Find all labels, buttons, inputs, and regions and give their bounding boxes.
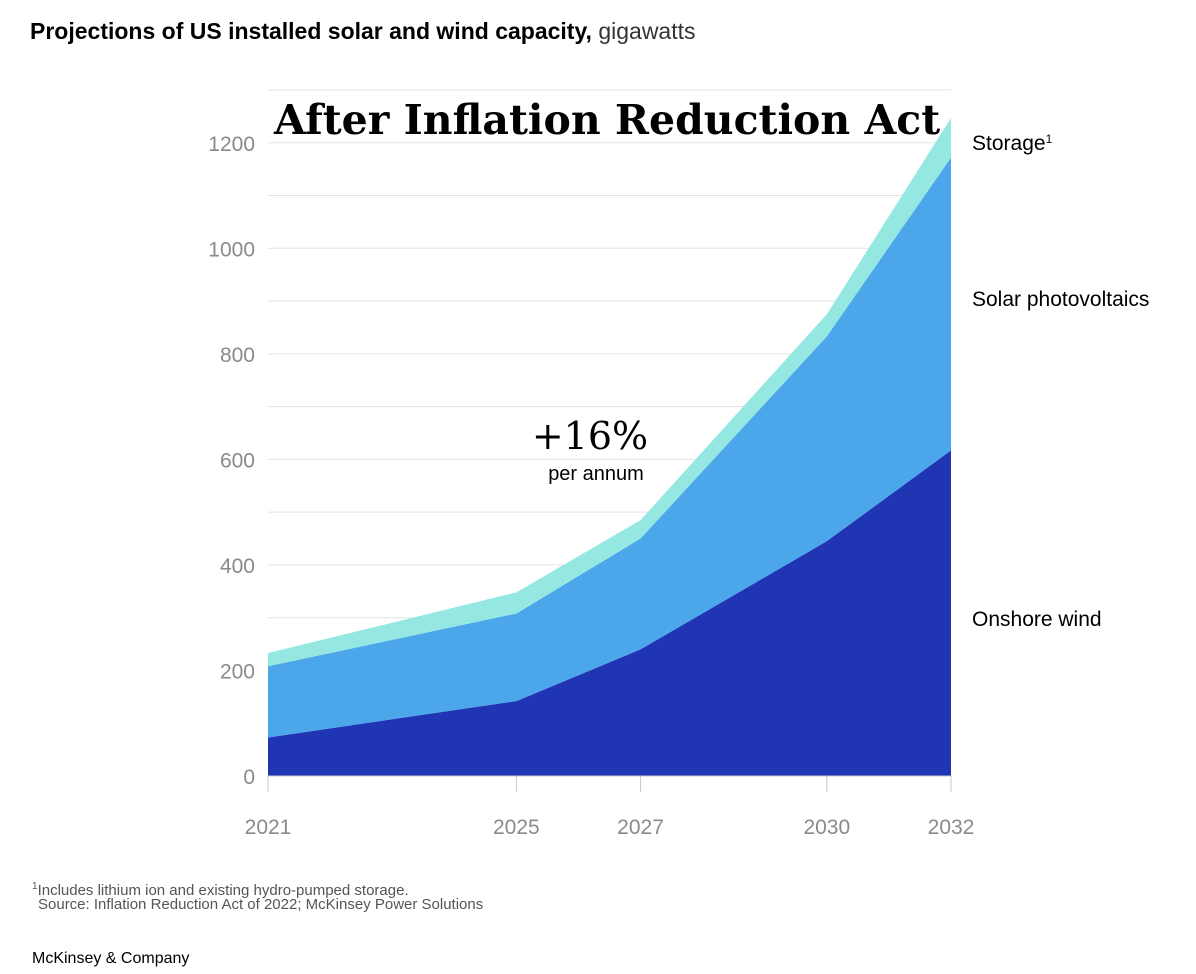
y-tick-label: 400 bbox=[220, 555, 255, 578]
series-label-solar-photovoltaics: Solar photovoltaics bbox=[972, 288, 1149, 311]
series-labels: Onshore wind Solar photovoltaics Storage1 bbox=[972, 132, 1149, 631]
x-tick-label: 2030 bbox=[803, 816, 850, 839]
axes: 0 200 400 600 800 1000 1200 2021 2025 2027 2030 203… bbox=[208, 133, 974, 839]
growth-annotation-label: per annum bbox=[548, 463, 644, 485]
x-tick-label: 2032 bbox=[928, 816, 975, 839]
y-tick-label: 200 bbox=[220, 660, 255, 683]
area-storage bbox=[268, 117, 951, 667]
area-solar-photovoltaics bbox=[268, 157, 951, 738]
footnote-marker: 1 bbox=[32, 881, 38, 892]
chart-title-header: Projections of US installed solar and wi… bbox=[30, 18, 696, 45]
y-tick-label: 1000 bbox=[208, 238, 255, 261]
growth-annotation-value: +16% bbox=[532, 414, 648, 458]
footnote: 1Includes lithium ion and existing hydro… bbox=[32, 877, 409, 900]
x-tick-label: 2027 bbox=[617, 816, 664, 839]
area-onshore-wind bbox=[268, 450, 951, 776]
x-tick-label: 2025 bbox=[493, 816, 540, 839]
series-label-onshore-wind: Onshore wind bbox=[972, 608, 1102, 631]
brand-logo-text: McKinsey & Company bbox=[32, 950, 190, 967]
y-tick-label: 600 bbox=[220, 449, 255, 472]
x-tick-label: 2021 bbox=[245, 816, 292, 839]
area-series bbox=[268, 117, 951, 776]
series-label-footnote-marker: 1 bbox=[1046, 132, 1053, 146]
series-label-storage: Storage1 bbox=[972, 132, 1053, 155]
y-tick-label: 800 bbox=[220, 344, 255, 367]
y-tick-label: 1200 bbox=[208, 133, 255, 156]
y-tick-label: 0 bbox=[243, 766, 255, 789]
chart-subtitle: After Inflation Reduction Act bbox=[273, 96, 940, 144]
area-chart: 0 200 400 600 800 1000 1200 2021 2025 2027 2030 203… bbox=[208, 89, 1149, 839]
title-main: Projections of US installed solar and wi… bbox=[30, 18, 592, 44]
title-unit: gigawatts bbox=[598, 18, 696, 44]
source-note: Source: Inflation Reduction Act of 2022;… bbox=[38, 896, 484, 913]
footnote-text: Includes lithium ion and existing hydro-… bbox=[37, 882, 409, 899]
